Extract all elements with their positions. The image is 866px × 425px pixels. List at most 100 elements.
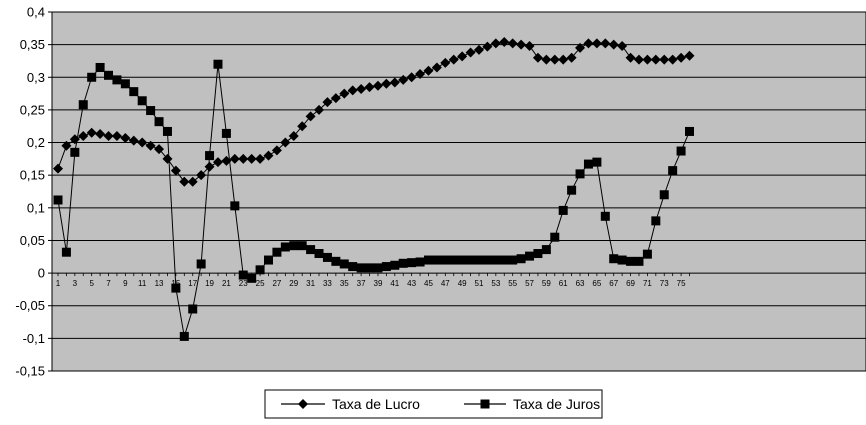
y-tick-label: 0,05 [20, 233, 45, 248]
x-tick-label: 41 [390, 279, 399, 288]
data-point [162, 153, 173, 164]
data-point [642, 54, 653, 65]
data-point [230, 201, 240, 211]
data-point [246, 153, 257, 164]
x-tick-label: 59 [542, 279, 551, 288]
x-tick-label: 33 [323, 279, 332, 288]
data-point [668, 166, 678, 176]
data-point [583, 38, 594, 49]
data-point [625, 52, 636, 63]
data-point [61, 140, 72, 151]
data-point [651, 216, 661, 226]
data-point [431, 62, 442, 73]
data-point [524, 40, 535, 51]
y-tick-label: 0,25 [20, 102, 45, 117]
data-point [676, 146, 686, 156]
legend-marker [298, 399, 308, 409]
data-point [667, 54, 678, 65]
data-point [600, 211, 610, 221]
data-point [525, 251, 535, 261]
data-point [398, 74, 409, 85]
data-point [465, 47, 476, 58]
data-point [171, 283, 181, 293]
series-0 [53, 37, 695, 187]
data-point [558, 54, 569, 65]
data-point [440, 57, 451, 68]
data-point [187, 176, 198, 187]
data-point [154, 117, 164, 127]
data-point [617, 255, 627, 265]
data-point [229, 153, 240, 164]
data-point [95, 62, 105, 72]
data-point [474, 44, 484, 55]
data-point [137, 96, 147, 106]
data-point [381, 78, 392, 89]
x-tick-label: 67 [609, 279, 618, 288]
x-tick-label: 1 [56, 279, 61, 288]
series-1 [53, 59, 694, 341]
data-point [137, 137, 148, 148]
x-tick-label: 57 [525, 279, 534, 288]
legend-label: Taxa de Juros [513, 396, 600, 412]
data-point [111, 131, 122, 142]
data-point [609, 254, 619, 264]
data-point [255, 265, 265, 275]
data-point [406, 72, 417, 83]
x-axis-ticks: 1 3 5 7 9 11 13 15 17 19 21 23 25 27 29 31 33 35 37 39 41 43 4… [56, 273, 690, 288]
legend-marker [480, 399, 490, 409]
x-tick-label: 63 [576, 279, 585, 288]
data-point [204, 161, 215, 172]
data-point [314, 249, 324, 259]
data-point [541, 245, 551, 255]
data-point [482, 255, 492, 265]
x-tick-label: 61 [559, 279, 568, 288]
data-point [373, 263, 383, 273]
y-tick-label: 0,1 [27, 200, 45, 215]
data-point [347, 85, 358, 96]
data-point [407, 258, 417, 268]
data-point [659, 190, 669, 200]
y-axis-ticks: 0,4 0,35 0,3 0,25 0,2 0,15 0,1 0,05 0 -0,05 -0,1 -0… [15, 5, 52, 379]
x-tick-label: 11 [138, 279, 147, 288]
data-point [372, 80, 383, 91]
data-point [549, 54, 560, 65]
data-point [490, 38, 501, 49]
data-point [592, 157, 602, 167]
data-point [264, 255, 273, 265]
data-point [415, 69, 426, 80]
data-point [104, 70, 114, 80]
data-point [550, 232, 560, 242]
data-point [558, 205, 568, 215]
data-point [145, 140, 156, 151]
data-point [87, 72, 97, 82]
data-point [339, 259, 349, 269]
data-point [356, 84, 367, 95]
data-point [247, 273, 257, 283]
x-tick-label: 69 [626, 279, 635, 288]
y-tick-label: 0,4 [27, 5, 45, 20]
data-point [271, 145, 282, 156]
data-point [348, 262, 358, 272]
x-tick-label: 13 [155, 279, 164, 288]
data-point [567, 185, 577, 195]
data-point [255, 153, 266, 164]
data-point [440, 255, 450, 265]
data-point [685, 126, 694, 136]
y-tick-label: 0,3 [27, 70, 45, 85]
data-point [415, 257, 425, 267]
data-point [205, 151, 215, 161]
data-point [532, 52, 543, 63]
x-tick-label: 35 [340, 279, 349, 288]
y-tick-label: 0,15 [20, 168, 45, 183]
data-point [600, 38, 611, 49]
data-point [280, 242, 290, 252]
x-tick-label: 71 [643, 279, 652, 288]
data-point [491, 255, 501, 265]
y-tick-label: 0,35 [20, 37, 45, 52]
data-point [474, 255, 484, 265]
data-point [272, 247, 282, 257]
data-point [642, 249, 652, 259]
data-point [120, 132, 131, 143]
